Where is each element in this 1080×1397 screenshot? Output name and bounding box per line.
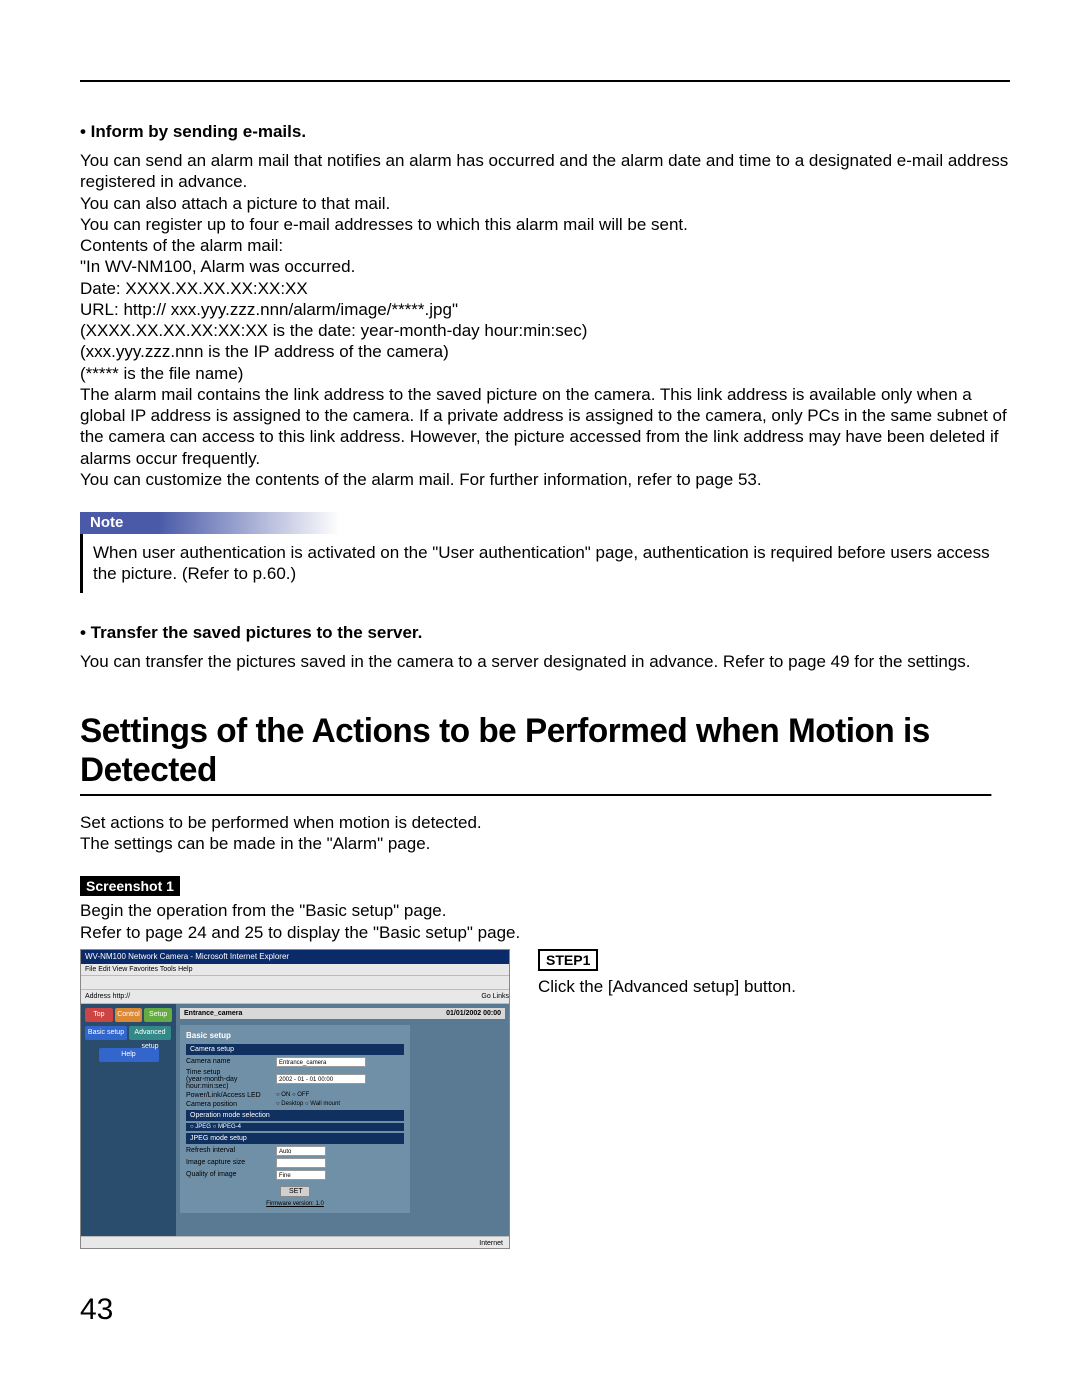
top-rule xyxy=(80,80,1010,82)
shot-btn-top[interactable]: Top xyxy=(85,1008,113,1022)
shot-panel: Basic setup Camera setup Camera name Ent… xyxy=(180,1025,410,1213)
shot-header-left: Entrance_camera xyxy=(184,1010,242,1017)
shot-menubar: File Edit View Favorites Tools Help xyxy=(81,964,509,976)
shot-select-refresh[interactable]: Auto xyxy=(276,1146,326,1156)
shot-menu-left: File Edit View Favorites Tools Help xyxy=(85,964,193,975)
shot-mode-jpeg: JPEG xyxy=(195,1124,211,1130)
shot-label-pos: Camera position xyxy=(186,1101,276,1108)
shot-led-on: ON xyxy=(281,1092,290,1098)
shot-pos-wall: Wall mount xyxy=(310,1101,340,1107)
shot-set-button[interactable]: SET xyxy=(280,1186,310,1197)
shot-panel-title: Basic setup xyxy=(186,1031,404,1040)
shot-sec-opmode: Operation mode selection xyxy=(186,1110,404,1121)
para-transfer: You can transfer the pictures saved in t… xyxy=(80,651,1010,672)
shot-status-text: Internet xyxy=(479,1240,503,1247)
shot-led-off: OFF xyxy=(297,1092,309,1098)
shot-go: Go Links xyxy=(481,990,509,1004)
step-label: STEP1 xyxy=(538,949,598,971)
shot-btn-setup[interactable]: Setup xyxy=(144,1008,172,1022)
shot-radios-pos[interactable]: ○ Desktop ○ Wall mount xyxy=(276,1101,340,1107)
shot-radios-mode[interactable]: ○ JPEG ○ MPEG-4 xyxy=(190,1124,241,1130)
shot-select-capture[interactable] xyxy=(276,1158,326,1168)
heading-inform-email: • Inform by sending e-mails. xyxy=(80,122,1010,142)
shot-input-time[interactable]: 2002 - 01 - 01 00:00 xyxy=(276,1074,366,1084)
page-number: 43 xyxy=(80,1293,113,1327)
shot-label-camera-name: Camera name xyxy=(186,1058,276,1065)
shot-label-quality: Quality of image xyxy=(186,1171,276,1178)
shot-toolbar xyxy=(81,976,509,990)
shot-firmware: Firmware version: 1.0 xyxy=(186,1201,404,1207)
shot-label-led: Power/Link/Access LED xyxy=(186,1092,276,1099)
shot-label-refresh: Refresh interval xyxy=(186,1147,276,1154)
embedded-screenshot: WV-NM100 Network Camera - Microsoft Inte… xyxy=(80,949,510,1249)
note-body: When user authentication is activated on… xyxy=(80,534,1010,593)
shot-header-right: 01/01/2002 00:00 xyxy=(446,1010,501,1017)
shot-btn-advanced-setup[interactable]: Advanced setup xyxy=(129,1026,171,1040)
shot-radios-led[interactable]: ○ ON ○ OFF xyxy=(276,1092,309,1098)
shot-sec-jpeg: JPEG mode setup xyxy=(186,1133,404,1144)
shot-label-capture: Image capture size xyxy=(186,1159,276,1166)
shot-btn-basic-setup[interactable]: Basic setup xyxy=(85,1026,127,1040)
shot-sec-camera: Camera setup xyxy=(186,1044,404,1055)
note-block: Note When user authentication is activat… xyxy=(80,512,1010,593)
shot-label-time: Time setup (year-month-day hour:min:sec) xyxy=(186,1069,276,1090)
shot-sidebar: Top Control Setup Basic setup Advanced s… xyxy=(81,1004,176,1236)
shot-statusbar: Internet xyxy=(81,1236,509,1249)
screenshot-intro: Begin the operation from the "Basic setu… xyxy=(80,900,1010,943)
intro-text: Set actions to be performed when motion … xyxy=(80,812,1010,855)
shot-main: Entrance_camera 01/01/2002 00:00 Basic s… xyxy=(176,1004,509,1236)
para-inform-email: You can send an alarm mail that notifies… xyxy=(80,150,1010,490)
shot-mode-mpeg: MPEG-4 xyxy=(218,1124,241,1130)
shot-input-camera-name[interactable]: Entrance_camera xyxy=(276,1057,366,1067)
step-text: Click the [Advanced setup] button. xyxy=(538,977,1010,997)
shot-header: Entrance_camera 01/01/2002 00:00 xyxy=(180,1008,505,1019)
shot-btn-control[interactable]: Control xyxy=(115,1008,143,1022)
shot-select-quality[interactable]: Fine xyxy=(276,1170,326,1180)
shot-addr-label: Address http:// xyxy=(85,993,130,1000)
main-title: Settings of the Actions to be Performed … xyxy=(80,712,991,796)
shot-titlebar: WV-NM100 Network Camera - Microsoft Inte… xyxy=(81,950,509,964)
note-label: Note xyxy=(80,512,340,534)
shot-address-bar: Address http:// Go Links xyxy=(81,990,509,1004)
screenshot-label: Screenshot 1 xyxy=(80,876,180,896)
heading-transfer: • Transfer the saved pictures to the ser… xyxy=(80,623,1010,643)
shot-pos-desk: Desktop xyxy=(281,1101,303,1107)
